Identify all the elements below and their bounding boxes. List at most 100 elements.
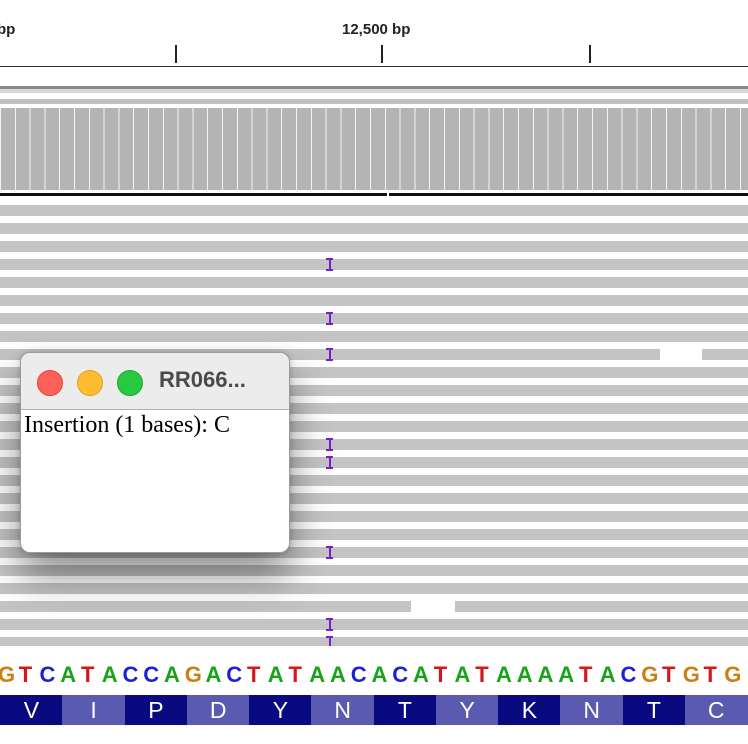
aligned-read[interactable] xyxy=(0,529,748,540)
aligned-read[interactable] xyxy=(0,367,748,378)
sequence-base: G xyxy=(0,662,16,687)
amino-acid: Y xyxy=(435,695,499,725)
aligned-read[interactable] xyxy=(0,493,748,504)
aligned-read[interactable] xyxy=(0,313,748,324)
aligned-read[interactable] xyxy=(0,349,748,360)
aligned-read[interactable] xyxy=(0,331,748,342)
sequence-base: A xyxy=(205,662,222,687)
amino-acid: N xyxy=(311,695,374,725)
sequence-base: G xyxy=(682,662,700,687)
sequence-base: T xyxy=(247,662,261,687)
insertion-marker[interactable] xyxy=(326,258,333,271)
sequence-base: A xyxy=(309,662,326,687)
insertion-marker[interactable] xyxy=(326,348,333,361)
ruler-tick xyxy=(589,45,591,63)
track-separator xyxy=(0,86,748,89)
aligned-read[interactable] xyxy=(0,637,748,646)
sequence-base: A xyxy=(454,662,471,687)
aligned-read[interactable] xyxy=(0,565,748,576)
aligned-read[interactable] xyxy=(0,277,748,288)
amino-acid: T xyxy=(622,695,686,725)
amino-acid: I xyxy=(62,695,125,725)
sequence-base: T xyxy=(18,662,33,687)
read-gap xyxy=(411,601,455,612)
popup-title: RR066... xyxy=(159,367,246,392)
sequence-base: A xyxy=(330,662,346,687)
aligned-read[interactable] xyxy=(0,205,748,216)
aligned-read[interactable] xyxy=(0,259,748,270)
sequence-base: A xyxy=(371,662,388,687)
sequence-base: T xyxy=(433,662,448,687)
sequence-base: C xyxy=(226,662,243,687)
sequence-base: A xyxy=(413,662,429,687)
read-gap xyxy=(660,349,702,360)
sequence-base: C xyxy=(620,662,637,687)
ruler-line xyxy=(0,66,748,67)
amino-acid: P xyxy=(124,695,188,725)
amino-acid: Y xyxy=(249,695,312,725)
sequence-base: C xyxy=(392,662,409,687)
insertion-marker[interactable] xyxy=(326,636,333,646)
sequence-base: T xyxy=(475,662,489,687)
amino-acid: K xyxy=(498,695,561,725)
aligned-read[interactable] xyxy=(0,421,748,432)
sequence-base: C xyxy=(350,662,367,687)
sequence-base: T xyxy=(579,662,593,687)
aligned-read[interactable] xyxy=(0,619,748,630)
sequence-base: G xyxy=(641,662,659,687)
aligned-read[interactable] xyxy=(0,223,748,234)
close-button[interactable] xyxy=(37,370,63,396)
insertion-marker[interactable] xyxy=(326,438,333,451)
ruler-label-center: 12,500 bp xyxy=(342,21,411,38)
sequence-base: G xyxy=(724,662,742,687)
sequence-base: T xyxy=(81,662,95,687)
aligned-read[interactable] xyxy=(0,475,748,486)
coverage-track[interactable] xyxy=(0,108,748,190)
aligned-read[interactable] xyxy=(0,403,748,414)
sequence-base: C xyxy=(39,662,56,687)
aligned-read[interactable] xyxy=(0,457,748,468)
aligned-read[interactable] xyxy=(0,583,748,594)
insertion-marker[interactable] xyxy=(326,312,333,325)
sequence-base: A xyxy=(599,662,616,687)
coverage-baseline xyxy=(0,193,748,196)
sequence-base: T xyxy=(703,662,717,687)
amino-acid: C xyxy=(684,695,748,725)
insertion-marker[interactable] xyxy=(326,456,333,469)
sequence-base: A xyxy=(164,662,180,687)
insertion-marker[interactable] xyxy=(326,546,333,559)
popup-titlebar[interactable]: RR066... xyxy=(21,353,289,410)
aligned-read[interactable] xyxy=(0,601,748,612)
sequence-base: A xyxy=(496,662,512,687)
ruler-tick xyxy=(381,45,383,63)
sequence-base: C xyxy=(122,662,139,687)
aligned-read[interactable] xyxy=(0,439,748,450)
amino-acid: D xyxy=(186,695,250,725)
sequence-base: T xyxy=(662,662,676,687)
amino-acid: V xyxy=(0,695,63,725)
sequence-base: A xyxy=(267,662,284,687)
track-separator xyxy=(0,89,748,93)
aligned-read[interactable] xyxy=(0,385,748,396)
ruler-tick xyxy=(175,45,177,63)
read-info-popup[interactable]: RR066... Insertion (1 bases): C xyxy=(20,352,290,553)
alignment-track[interactable] xyxy=(0,201,748,646)
ruler[interactable]: bp 12,500 bp xyxy=(0,0,748,70)
minimize-button[interactable] xyxy=(77,370,103,396)
sequence-base: C xyxy=(143,662,160,687)
sequence-base: T xyxy=(288,662,302,687)
sequence-base: A xyxy=(537,662,554,687)
insertion-marker[interactable] xyxy=(326,618,333,631)
ruler-label-left: bp xyxy=(0,21,16,38)
aligned-read[interactable] xyxy=(0,295,748,306)
aligned-read[interactable] xyxy=(0,241,748,252)
zoom-button[interactable] xyxy=(117,370,143,396)
sequence-base: G xyxy=(184,662,202,687)
popup-body-text: Insertion (1 bases): C xyxy=(24,412,230,438)
amino-acid: N xyxy=(560,695,623,725)
aligned-read[interactable] xyxy=(0,511,748,522)
aligned-read[interactable] xyxy=(0,547,748,558)
sequence-base: A xyxy=(516,662,533,687)
